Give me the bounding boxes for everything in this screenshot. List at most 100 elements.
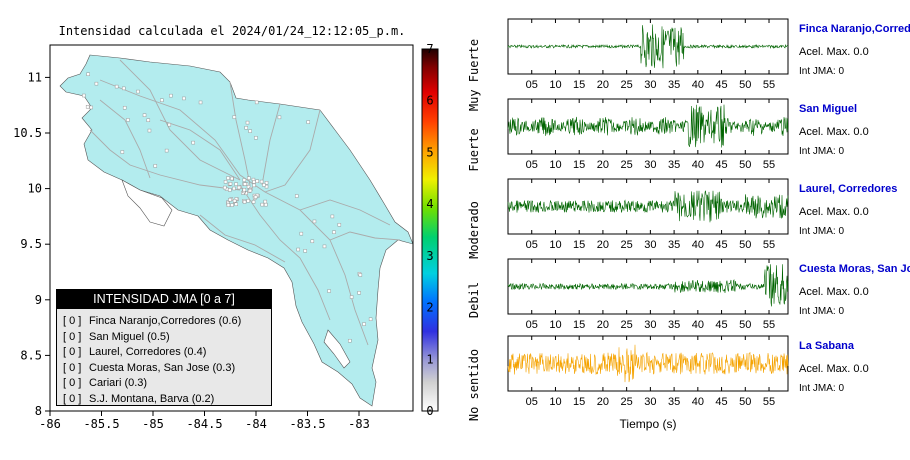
lon-tick-label: -84.5 bbox=[186, 417, 222, 431]
station-marker bbox=[330, 214, 335, 219]
station-marker bbox=[198, 100, 203, 105]
station-marker bbox=[312, 219, 317, 224]
x-tick-label: 35 bbox=[668, 79, 680, 91]
legend-item-name: Cariari (0.3) bbox=[89, 377, 148, 390]
trace-frame bbox=[507, 258, 789, 315]
waveform-line bbox=[507, 190, 789, 223]
seismogram-trace: 05 10 15 20 25 30 35 40 45 50 55 Finca Naranjo,Corr… bbox=[507, 18, 910, 91]
station-int-jma: Int JMA: 0 bbox=[799, 383, 844, 394]
station-accel-max: Acel. Max. 0.0 bbox=[799, 286, 869, 298]
station-marker bbox=[262, 183, 266, 187]
station-marker bbox=[362, 322, 366, 326]
station-marker bbox=[349, 295, 354, 299]
station-marker bbox=[322, 244, 327, 249]
x-tick-label: 55 bbox=[763, 239, 775, 251]
x-tick-label: 05 bbox=[526, 396, 538, 408]
lat-tick-label: 9 bbox=[35, 293, 42, 307]
station-marker bbox=[260, 202, 265, 207]
station-marker bbox=[263, 199, 268, 204]
legend-item: [ 0 ] Cariari (0.3) bbox=[63, 376, 271, 392]
colorbar-tick-label: 2 bbox=[426, 301, 433, 315]
station-accel-max: Acel. Max. 0.0 bbox=[799, 46, 869, 58]
station-marker bbox=[160, 98, 164, 102]
station-marker bbox=[136, 89, 140, 94]
map-frame bbox=[49, 44, 414, 412]
x-tick-label: 05 bbox=[526, 79, 538, 91]
station-marker bbox=[236, 185, 241, 190]
legend-item-name: S.J. Montana, Barva (0.2) bbox=[89, 392, 215, 405]
gulf-of-nicoya bbox=[121, 179, 173, 227]
station-marker bbox=[337, 223, 342, 227]
station-marker bbox=[153, 164, 158, 168]
station-marker bbox=[299, 231, 304, 236]
station-int-jma: Int JMA: 0 bbox=[799, 226, 844, 237]
station-accel-max: Acel. Max. 0.0 bbox=[799, 363, 869, 375]
station-marker bbox=[358, 273, 363, 277]
station-marker bbox=[303, 249, 307, 253]
lat-tick-label: 9.5 bbox=[20, 237, 42, 251]
waveform-line bbox=[507, 24, 789, 69]
x-tick-label: 50 bbox=[739, 319, 751, 331]
station-marker bbox=[234, 202, 238, 207]
station-name: Cuesta Moras, San Jose bbox=[799, 263, 910, 275]
legend-item: [ 0 ] San Miguel (0.5) bbox=[63, 330, 271, 346]
station-marker bbox=[230, 203, 234, 207]
station-marker bbox=[253, 195, 258, 199]
station-marker bbox=[94, 81, 99, 86]
station-marker bbox=[254, 136, 258, 140]
x-tick-label: 35 bbox=[668, 396, 680, 408]
intensity-map: Intensidad calculada el 2024/01/24_12:12… bbox=[13, 24, 414, 431]
x-tick-label: 25 bbox=[621, 159, 633, 171]
station-marker bbox=[327, 289, 331, 293]
station-marker bbox=[167, 122, 172, 127]
intensity-legend: INTENSIDAD JMA [0 a 7] [ 0 ] Finca Naranj… bbox=[56, 289, 272, 406]
station-name: Finca Naranjo,Corredores bbox=[799, 23, 910, 35]
legend-item-name: Finca Naranjo,Corredores (0.6) bbox=[89, 315, 242, 327]
x-tick-label: 40 bbox=[692, 319, 704, 331]
station-marker bbox=[230, 176, 234, 181]
station-marker bbox=[234, 197, 239, 201]
x-tick-label: 55 bbox=[763, 159, 775, 171]
colorbar-category-label: No sentido bbox=[467, 349, 481, 421]
x-axis-label: Tiempo (s) bbox=[620, 417, 677, 431]
station-marker bbox=[264, 181, 269, 185]
station-marker bbox=[226, 176, 230, 180]
station-marker bbox=[182, 96, 186, 101]
station-marker bbox=[146, 118, 151, 123]
lat-tick-label: 11 bbox=[28, 70, 42, 84]
legend-item-level: [ 0 ] bbox=[63, 315, 82, 327]
station-marker bbox=[191, 140, 195, 145]
legend-item: [ 0 ] Finca Naranjo,Corredores (0.6) bbox=[63, 314, 271, 330]
station-marker bbox=[306, 120, 311, 124]
legend-item-name: Cuesta Moras, San Jose (0.3) bbox=[89, 361, 236, 374]
x-tick-label: 15 bbox=[573, 239, 585, 251]
station-marker bbox=[294, 194, 299, 198]
station-marker bbox=[252, 180, 256, 184]
x-tick-label: 30 bbox=[644, 79, 656, 91]
station-marker bbox=[264, 202, 268, 207]
legend-item-level: [ 0 ] bbox=[63, 392, 82, 405]
station-marker bbox=[126, 118, 130, 122]
colorbar-tick-label: 5 bbox=[426, 145, 433, 159]
latitude-axis: 8 8.5 9 9.5 10 10.5 11 bbox=[13, 70, 50, 418]
lat-tick-label: 10 bbox=[28, 182, 42, 196]
legend-item-level: [ 0 ] bbox=[63, 377, 82, 390]
lon-tick-label: -84 bbox=[245, 417, 267, 431]
x-tick-label: 55 bbox=[763, 319, 775, 331]
station-marker bbox=[122, 105, 127, 110]
x-tick-label: 50 bbox=[739, 159, 751, 171]
station-name: La Sabana bbox=[799, 340, 855, 352]
x-tick-label: 20 bbox=[597, 239, 609, 251]
station-name: Laurel, Corredores bbox=[799, 183, 897, 195]
legend-title: INTENSIDAD JMA [0 a 7] bbox=[57, 290, 271, 309]
station-marker bbox=[82, 93, 86, 98]
colorbar-category-label: Debil bbox=[467, 282, 481, 318]
x-tick-label: 30 bbox=[644, 396, 656, 408]
seismogram-trace: 05 10 15 20 25 30 35 40 45 50 55 Laurel, Corredores… bbox=[507, 178, 897, 251]
x-tick-label: 20 bbox=[597, 79, 609, 91]
station-marker bbox=[142, 113, 147, 117]
station-marker bbox=[357, 291, 361, 295]
station-marker bbox=[248, 188, 253, 193]
seismogram-trace: 05 10 15 20 25 30 35 40 45 50 55 La Sabana Acel. Max… bbox=[507, 335, 869, 408]
lat-tick-label: 8.5 bbox=[20, 348, 42, 362]
